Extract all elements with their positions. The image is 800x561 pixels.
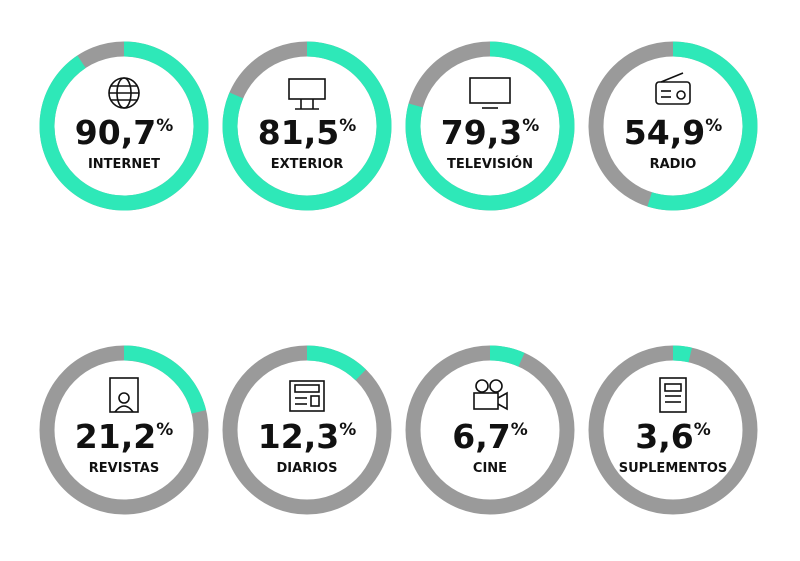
- value-label: 6,7%: [452, 417, 528, 456]
- category-label: INTERNET: [88, 157, 160, 172]
- value-label: 54,9%: [624, 113, 722, 152]
- category-label: EXTERIOR: [271, 157, 344, 172]
- value-label: 21,2%: [75, 417, 173, 456]
- donut-segment: [672, 345, 692, 363]
- category-label: TELEVISIÓN: [447, 156, 533, 172]
- donut-segment: [489, 345, 525, 367]
- icon-tv: [469, 77, 511, 109]
- icon-globe: [108, 77, 140, 109]
- donut-segment: [306, 345, 366, 381]
- icon-radio: [655, 72, 691, 105]
- donut-segment: [123, 345, 207, 414]
- icon-supplement: [659, 377, 687, 413]
- icons: [108, 72, 691, 413]
- icon-camera: [473, 379, 508, 411]
- category-label: REVISTAS: [89, 461, 159, 476]
- value-label: 79,3%: [441, 113, 539, 152]
- value-label: 81,5%: [258, 113, 356, 152]
- donut-segment: [222, 41, 392, 211]
- category-label: DIARIOS: [277, 461, 338, 476]
- icon-billboard: [288, 78, 326, 110]
- category-label: SUPLEMENTOS: [619, 461, 728, 476]
- category-label: RADIO: [650, 157, 697, 172]
- donut-segment: [647, 41, 758, 211]
- icon-magazine: [109, 377, 139, 413]
- value-label: 3,6%: [635, 417, 711, 456]
- icon-newspaper: [289, 380, 325, 412]
- category-label: CINE: [473, 461, 507, 476]
- donut-segment: [405, 41, 575, 211]
- value-label: 90,7%: [75, 113, 173, 152]
- donut-segment: [39, 41, 209, 211]
- value-label: 12,3%: [258, 417, 356, 456]
